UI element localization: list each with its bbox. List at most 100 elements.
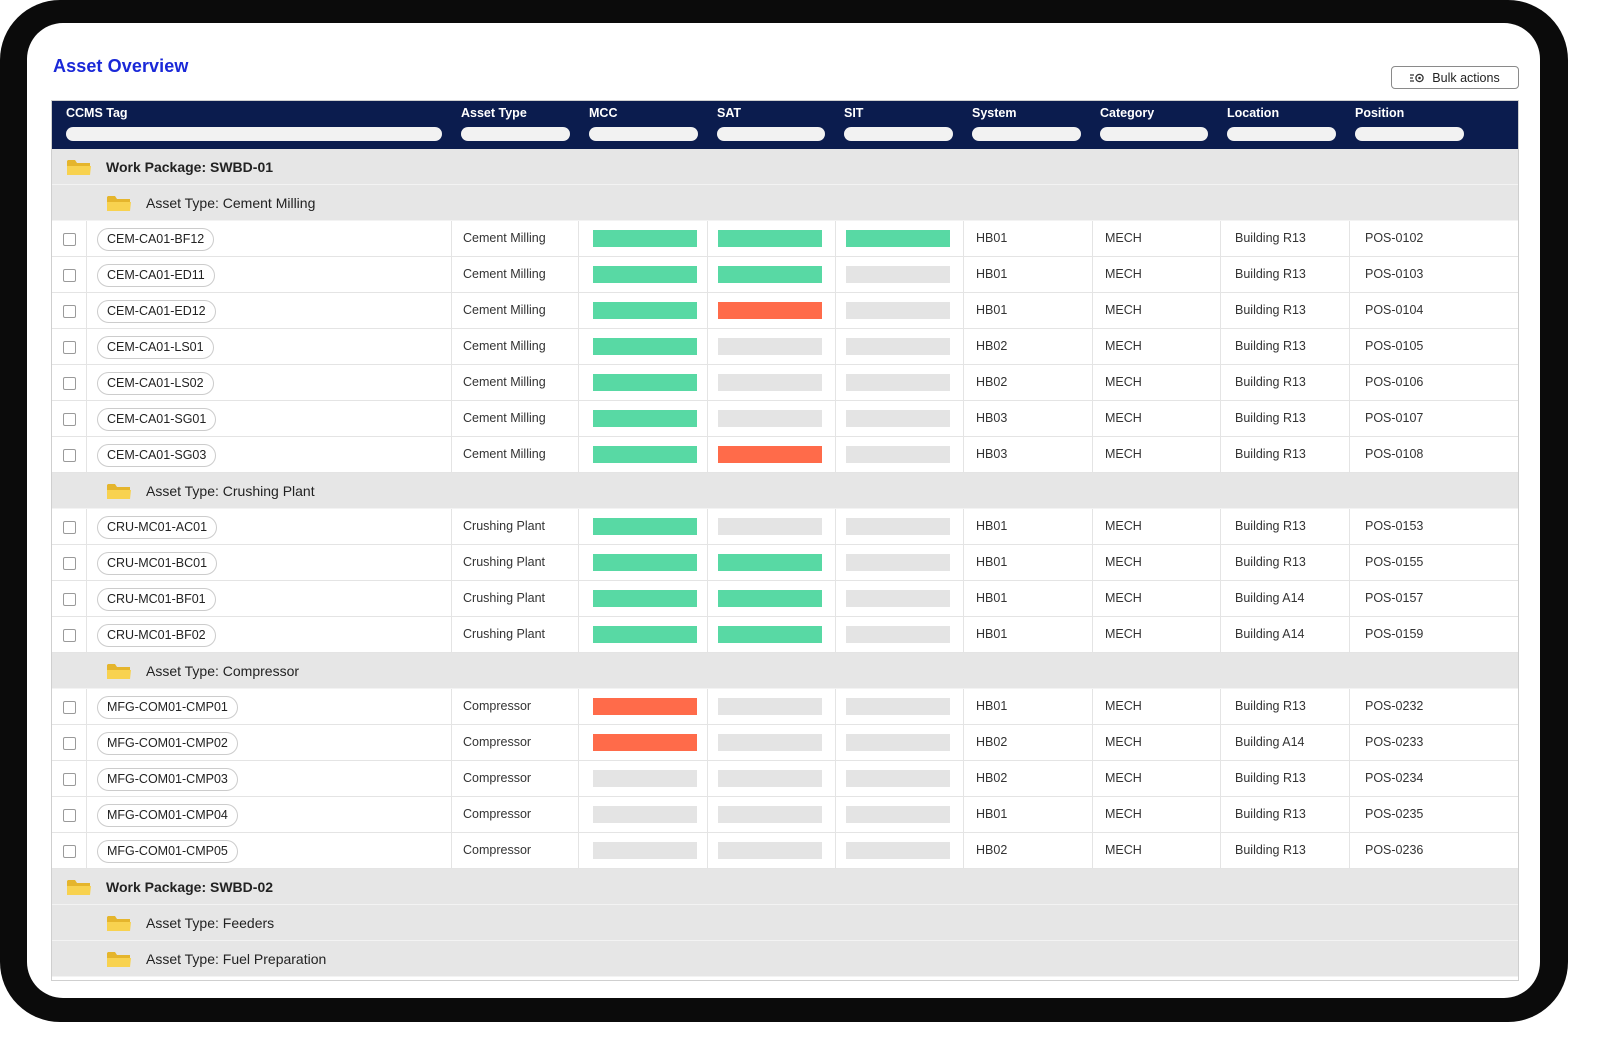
cell-check xyxy=(52,329,87,364)
ccms-tag-chip[interactable]: CRU-MC01-AC01 xyxy=(97,516,218,539)
asset-type-value: Crushing Plant xyxy=(463,627,545,641)
location-value: Building R13 xyxy=(1235,303,1306,317)
row-checkbox[interactable] xyxy=(63,593,76,606)
system-value: HB01 xyxy=(976,807,1008,821)
folder-icon xyxy=(66,158,92,177)
cell-mcc xyxy=(579,617,708,652)
work-package-row[interactable]: Work Package: SWBD-02 xyxy=(52,869,1518,905)
ccms-tag-chip[interactable]: MFG-COM01-CMP05 xyxy=(97,840,238,863)
column-label-position: Position xyxy=(1355,106,1405,120)
filter-input-location[interactable] xyxy=(1227,127,1336,141)
filter-input-asset-type[interactable] xyxy=(461,127,570,141)
row-checkbox[interactable] xyxy=(63,377,76,390)
sit-status-bar-pending xyxy=(846,338,950,355)
row-checkbox[interactable] xyxy=(63,521,76,534)
work-package-label: Work Package: SWBD-01 xyxy=(106,159,274,175)
system-value: HB03 xyxy=(976,447,1008,461)
column-header-mcc: MCC xyxy=(589,101,698,149)
row-checkbox[interactable] xyxy=(63,629,76,642)
row-checkbox[interactable] xyxy=(63,557,76,570)
mcc-status-bar-complete xyxy=(593,590,697,607)
system-value: HB01 xyxy=(976,519,1008,533)
mcc-status-bar-failed xyxy=(593,698,697,715)
asset-type-row[interactable]: Asset Type: Feeders xyxy=(52,905,1518,941)
cell-system: HB02 xyxy=(964,725,1093,760)
row-checkbox[interactable] xyxy=(63,305,76,318)
cell-system: HB01 xyxy=(964,689,1093,724)
cell-asset-type: Compressor xyxy=(452,833,579,868)
cell-category: MECH xyxy=(1093,761,1221,796)
filter-input-system[interactable] xyxy=(972,127,1081,141)
asset-type-label: Asset Type: Crushing Plant xyxy=(146,483,315,499)
filter-input-ccms-tag[interactable] xyxy=(66,127,442,141)
cell-mcc xyxy=(579,365,708,400)
cell-sit xyxy=(836,725,964,760)
ccms-tag-chip[interactable]: CEM-CA01-ED12 xyxy=(97,300,216,323)
cell-position: POS-0233 xyxy=(1350,725,1518,760)
cell-system: HB02 xyxy=(964,365,1093,400)
filter-input-sat[interactable] xyxy=(717,127,825,141)
row-checkbox[interactable] xyxy=(63,845,76,858)
category-value: MECH xyxy=(1105,519,1142,533)
ccms-tag-chip[interactable]: CEM-CA01-SG01 xyxy=(97,408,217,431)
cell-position: POS-0236 xyxy=(1350,833,1518,868)
ccms-tag-chip[interactable]: MFG-COM01-CMP02 xyxy=(97,732,238,755)
folder-icon xyxy=(106,482,132,501)
row-checkbox[interactable] xyxy=(63,413,76,426)
asset-type-row[interactable]: Asset Type: Compressor xyxy=(52,653,1518,689)
cell-mcc xyxy=(579,797,708,832)
ccms-tag-chip[interactable]: CEM-CA01-ED11 xyxy=(97,264,215,287)
filter-input-category[interactable] xyxy=(1100,127,1208,141)
cell-asset-type: Compressor xyxy=(452,725,579,760)
cell-location: Building R13 xyxy=(1221,221,1350,256)
row-checkbox[interactable] xyxy=(63,449,76,462)
cell-category: MECH xyxy=(1093,617,1221,652)
sit-status-bar-complete xyxy=(846,230,950,247)
cell-sat xyxy=(708,437,836,472)
ccms-tag-chip[interactable]: CRU-MC01-BF01 xyxy=(97,588,216,611)
ccms-tag-chip[interactable]: CEM-CA01-LS01 xyxy=(97,336,214,359)
filter-input-sit[interactable] xyxy=(844,127,953,141)
filter-input-position[interactable] xyxy=(1355,127,1464,141)
table-row: MFG-COM01-CMP01 Compressor HB01 MECH Buildin… xyxy=(52,689,1518,725)
work-package-row[interactable]: Work Package: SWBD-01 xyxy=(52,149,1518,185)
ccms-tag-chip[interactable]: CEM-CA01-LS02 xyxy=(97,372,214,395)
cell-system: HB01 xyxy=(964,509,1093,544)
cell-mcc xyxy=(579,437,708,472)
ccms-tag-chip[interactable]: MFG-COM01-CMP01 xyxy=(97,696,238,719)
ccms-tag-chip[interactable]: CEM-CA01-SG03 xyxy=(97,444,217,467)
row-checkbox[interactable] xyxy=(63,809,76,822)
asset-type-row[interactable]: Asset Type: Fuel Preparation xyxy=(52,941,1518,977)
row-checkbox[interactable] xyxy=(63,233,76,246)
column-header-category: Category xyxy=(1100,101,1208,149)
cell-category: MECH xyxy=(1093,221,1221,256)
row-checkbox[interactable] xyxy=(63,269,76,282)
row-checkbox[interactable] xyxy=(63,773,76,786)
ccms-tag-chip[interactable]: CEM-CA01-BF12 xyxy=(97,228,215,251)
category-value: MECH xyxy=(1105,591,1142,605)
ccms-tag-chip[interactable]: CRU-MC01-BC01 xyxy=(97,552,218,575)
cell-asset-type: Compressor xyxy=(452,797,579,832)
ccms-tag-chip[interactable]: CRU-MC01-BF02 xyxy=(97,624,216,647)
cell-tag: MFG-COM01-CMP01 xyxy=(87,689,452,724)
asset-type-row[interactable]: Asset Type: Crushing Plant xyxy=(52,473,1518,509)
folder-icon xyxy=(106,194,132,213)
position-value: POS-0107 xyxy=(1365,411,1424,425)
cell-sat xyxy=(708,401,836,436)
row-checkbox[interactable] xyxy=(63,701,76,714)
cell-asset-type: Compressor xyxy=(452,761,579,796)
sat-status-bar-failed xyxy=(718,446,822,463)
mcc-status-bar-complete xyxy=(593,410,697,427)
cell-location: Building R13 xyxy=(1221,833,1350,868)
asset-type-row[interactable]: Asset Type: Cement Milling xyxy=(52,185,1518,221)
ccms-tag-chip[interactable]: MFG-COM01-CMP03 xyxy=(97,768,238,791)
mcc-status-bar-complete xyxy=(593,338,697,355)
work-package-label: Work Package: SWBD-02 xyxy=(106,879,274,895)
row-checkbox[interactable] xyxy=(63,737,76,750)
bulk-actions-button[interactable]: Bulk actions xyxy=(1391,66,1519,89)
filter-input-mcc[interactable] xyxy=(589,127,698,141)
column-header-ccms-tag: CCMS Tag xyxy=(66,101,442,149)
row-checkbox[interactable] xyxy=(63,341,76,354)
ccms-tag-chip[interactable]: MFG-COM01-CMP04 xyxy=(97,804,238,827)
cell-position: POS-0153 xyxy=(1350,509,1518,544)
